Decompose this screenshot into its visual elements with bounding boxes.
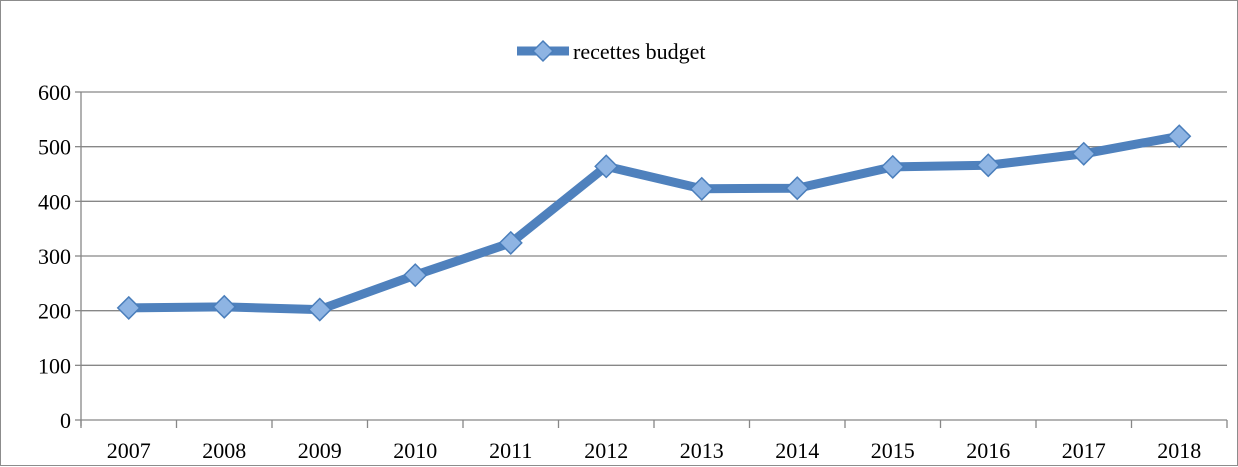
data-point-2018 bbox=[1167, 124, 1192, 149]
x-tick-label-2016: 2016 bbox=[966, 438, 1010, 463]
legend: recettes budget bbox=[517, 39, 706, 64]
data-point-2010 bbox=[403, 263, 428, 288]
legend-label: recettes budget bbox=[573, 39, 706, 64]
x-tick-label-2012: 2012 bbox=[584, 438, 628, 463]
data-point-2017 bbox=[1071, 141, 1096, 166]
x-tick-label-2017: 2017 bbox=[1062, 438, 1106, 463]
x-tick-label-2011: 2011 bbox=[489, 438, 532, 463]
x-tick-label-2008: 2008 bbox=[202, 438, 246, 463]
series-group bbox=[116, 124, 1192, 322]
x-axis-ticks: 2007 2008 2009 2010 2011 2012 2013 2014 2015 2016… bbox=[80, 420, 1228, 463]
y-tick-label-400: 400 bbox=[38, 189, 71, 214]
x-tick-label-2015: 2015 bbox=[871, 438, 915, 463]
data-point-2015 bbox=[880, 154, 905, 179]
y-tick-label-200: 200 bbox=[38, 299, 71, 324]
x-tick-label-2014: 2014 bbox=[775, 438, 819, 463]
y-tick-label-600: 600 bbox=[38, 80, 71, 105]
y-tick-label-500: 500 bbox=[38, 135, 71, 160]
data-point-2013 bbox=[689, 176, 714, 201]
x-tick-label-2009: 2009 bbox=[298, 438, 342, 463]
data-point-2007 bbox=[116, 295, 141, 320]
y-axis-ticks: 0 100 200 300 400 500 600 bbox=[38, 80, 81, 433]
legend-marker-swatch bbox=[531, 39, 555, 63]
data-point-2014 bbox=[785, 176, 810, 201]
data-point-2016 bbox=[976, 153, 1001, 178]
data-point-2009 bbox=[307, 297, 332, 322]
series-line bbox=[124, 131, 1184, 315]
x-tick-label-2007: 2007 bbox=[107, 438, 151, 463]
x-tick-label-2010: 2010 bbox=[393, 438, 437, 463]
data-point-2008 bbox=[212, 294, 237, 319]
data-point-2011 bbox=[498, 230, 523, 255]
x-tick-label-2018: 2018 bbox=[1157, 438, 1201, 463]
y-tick-label-300: 300 bbox=[38, 244, 71, 269]
y-tick-label-100: 100 bbox=[38, 353, 71, 378]
x-tick-label-2013: 2013 bbox=[680, 438, 724, 463]
y-tick-label-0: 0 bbox=[60, 408, 71, 433]
gridlines bbox=[81, 91, 1227, 366]
axes bbox=[80, 92, 1227, 426]
data-point-2012 bbox=[594, 154, 619, 179]
